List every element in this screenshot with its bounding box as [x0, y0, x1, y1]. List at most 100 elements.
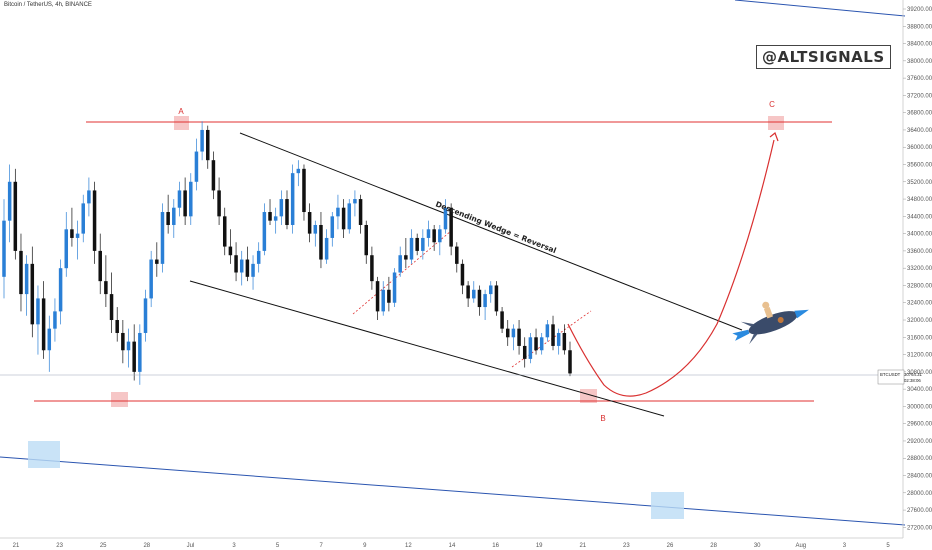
price-tick-label: 31200.00	[907, 353, 932, 359]
dashed-trend-1	[352, 230, 452, 315]
time-tick-label: 12	[405, 543, 412, 549]
candle-body	[534, 337, 538, 351]
candle-body	[285, 199, 289, 225]
time-axis: 21 23 25 28 Jul 3 5 7 9 12 14 16 19 21 23 26 28 30 Aug 3 5	[13, 543, 891, 549]
candle-body	[194, 151, 199, 182]
projection-arrowhead	[769, 132, 779, 142]
price-tick-label: 33600.00	[907, 249, 932, 255]
candle-body	[370, 255, 374, 282]
candle-body	[256, 250, 261, 264]
box-target-bottom	[651, 492, 684, 519]
candle-body	[505, 328, 510, 338]
candle-body	[517, 328, 521, 346]
candle-body	[375, 281, 380, 312]
price-tick-label: 38400.00	[907, 42, 932, 48]
time-tick-label: 16	[492, 543, 499, 549]
candle-body	[455, 246, 459, 264]
candle-body	[81, 203, 85, 234]
candle-body	[556, 332, 561, 346]
candle-body	[347, 203, 352, 230]
price-tick-label: 36400.00	[907, 128, 932, 134]
candle-body	[251, 263, 255, 277]
candle-body	[522, 345, 527, 359]
time-tick-label: 3	[232, 543, 236, 549]
candle-body	[24, 263, 29, 295]
candle-body	[319, 224, 323, 260]
candle-body	[92, 190, 97, 251]
time-tick-label: 28	[143, 543, 150, 549]
time-tick-label: 3	[843, 543, 847, 549]
candle-body	[183, 190, 187, 217]
price-tick-label: 36800.00	[907, 111, 932, 117]
wedge-upper-line	[239, 132, 743, 331]
candle-body	[432, 229, 436, 243]
candle-body	[189, 181, 193, 217]
price-tick-label: 31600.00	[907, 335, 932, 341]
price-tick-label: 35600.00	[907, 163, 932, 169]
candle-body	[472, 289, 476, 299]
candle-body	[545, 324, 550, 338]
price-tag-symbol: BTCUSDT	[880, 372, 901, 377]
candle-body	[364, 224, 368, 256]
price-tick-label: 34000.00	[907, 232, 932, 238]
candle-body	[115, 320, 119, 333]
candle-body	[64, 229, 69, 269]
rocket-illustration	[732, 301, 809, 345]
candle-body	[307, 212, 312, 234]
wedge-lower-line	[189, 280, 665, 417]
candle-body	[13, 181, 18, 251]
price-tick-label: 37600.00	[907, 76, 932, 82]
candle-body	[132, 341, 136, 372]
time-tick-label: 30	[754, 543, 761, 549]
box-point-c	[768, 116, 784, 130]
price-axis: 27200.00 27600.00 28000.00 28400.00 28800.00…	[903, 7, 932, 531]
price-tick-label: 32000.00	[907, 318, 932, 324]
candle-body	[53, 311, 57, 329]
time-tick-label: 5	[276, 543, 280, 549]
time-tick-label: Aug	[795, 543, 806, 549]
candle-body	[551, 324, 555, 346]
candle-body	[58, 268, 63, 312]
time-tick-label: 23	[623, 543, 630, 549]
candle-body	[392, 272, 397, 303]
time-tick-label: 9	[363, 543, 367, 549]
candle-body	[166, 212, 170, 225]
candle-body	[296, 168, 301, 174]
candle-body	[138, 332, 142, 372]
box-support-left	[111, 392, 128, 407]
candle-body	[228, 246, 233, 256]
price-tick-label: 39200.00	[907, 7, 932, 13]
time-tick-label: 19	[536, 543, 543, 549]
candle-body	[324, 237, 329, 260]
candle-body	[494, 285, 499, 312]
price-tick-label: 33200.00	[907, 266, 932, 272]
chart-title: Bitcoin / TetherUS, 4h, BINANCE	[4, 2, 92, 8]
price-tag-value: 30764.31	[904, 372, 923, 377]
candle-body	[262, 212, 267, 251]
price-tag-countdown: 02:38:06	[904, 378, 921, 383]
candle-body	[143, 298, 148, 333]
price-tick-label: 34400.00	[907, 214, 932, 220]
candle-body	[415, 237, 419, 251]
candle-body	[353, 199, 357, 204]
candle-body	[528, 337, 533, 359]
watermark-logo: @ALTSIGNALS	[756, 45, 891, 69]
candle-body	[273, 216, 278, 221]
candle-body	[7, 181, 12, 221]
candle-body	[489, 285, 493, 295]
price-tick-label: 28400.00	[907, 474, 932, 480]
label-a: A	[178, 107, 184, 116]
label-b: B	[600, 414, 605, 423]
candle-body	[443, 207, 448, 230]
price-tick-label: 29200.00	[907, 439, 932, 445]
price-tick-label: 32800.00	[907, 283, 932, 289]
candle-body	[211, 160, 216, 191]
candle-body	[398, 255, 402, 273]
candle-body	[109, 294, 114, 321]
candle-body	[149, 259, 153, 299]
time-tick-label: 25	[100, 543, 107, 549]
candle-body	[87, 190, 91, 204]
lower-channel-line	[0, 456, 906, 526]
